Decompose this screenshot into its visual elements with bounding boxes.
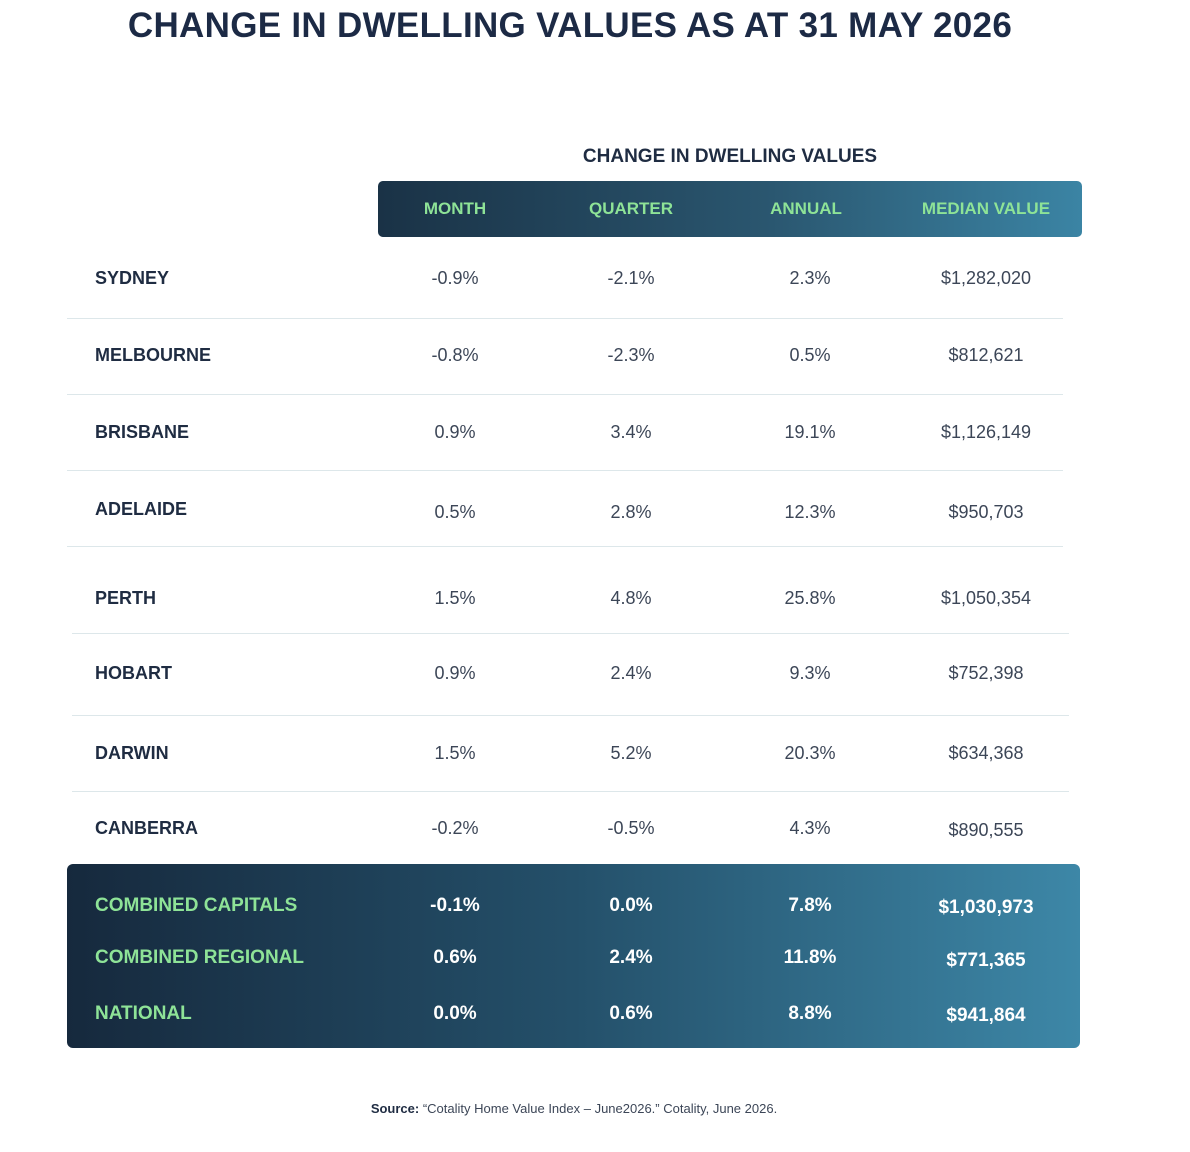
cell-annual: 9.3%	[789, 663, 831, 683]
cell-annual: 0.5%	[789, 345, 831, 365]
cell-annual: 12.3%	[784, 502, 836, 522]
summary-cell-median-value: $941,864	[946, 1005, 1026, 1026]
column-header-bar: MONTH QUARTER ANNUAL MEDIAN VALUE	[378, 181, 1082, 237]
source-note: Source: “Cotality Home Value Index – Jun…	[0, 1101, 1148, 1116]
page-title: CHANGE IN DWELLING VALUES AS AT 31 MAY 2…	[127, 6, 1013, 45]
row-label: CANBERRA	[95, 818, 198, 838]
summary-cell-median-value: $771,365	[946, 950, 1026, 971]
summary-cell-annual: 7.8%	[788, 895, 832, 916]
cell-month: 0.9%	[434, 663, 476, 683]
cell-quarter: -0.5%	[607, 818, 655, 838]
row-divider	[67, 470, 1063, 471]
summary-cell-month: 0.0%	[433, 1003, 477, 1024]
cell-annual: 19.1%	[784, 422, 836, 442]
cell-median-value: $890,555	[948, 820, 1024, 840]
cell-quarter: 2.4%	[610, 663, 652, 683]
cell-median-value: $1,050,354	[940, 588, 1032, 608]
row-divider	[72, 715, 1069, 716]
row-divider	[67, 546, 1063, 547]
cell-quarter: 5.2%	[610, 743, 652, 763]
row-label: BRISBANE	[95, 422, 190, 442]
summary-cell-month: 0.6%	[433, 947, 477, 968]
cell-quarter: 2.8%	[610, 502, 652, 522]
cell-quarter: -2.1%	[607, 268, 655, 288]
cell-month: 1.5%	[434, 743, 476, 763]
cell-annual: 25.8%	[784, 588, 836, 608]
cell-median-value: $634,368	[948, 743, 1024, 763]
cell-annual: 4.3%	[789, 818, 831, 838]
column-header-month: MONTH	[423, 199, 487, 218]
cell-month: 0.5%	[434, 502, 476, 522]
row-divider	[67, 318, 1063, 319]
summary-cell-annual: 11.8%	[783, 947, 837, 968]
summary-cell-month: -0.1%	[430, 895, 480, 916]
row-divider	[67, 394, 1063, 395]
summary-cell-quarter: 0.6%	[609, 1003, 653, 1024]
cell-quarter: 4.8%	[610, 588, 652, 608]
cell-quarter: 3.4%	[610, 422, 652, 442]
row-label: HOBART	[95, 663, 172, 683]
source-label: Source:	[370, 1101, 420, 1116]
column-header-quarter: QUARTER	[588, 199, 674, 218]
cell-quarter: -2.3%	[607, 345, 655, 365]
row-label: PERTH	[95, 588, 157, 608]
row-label: SYDNEY	[95, 268, 170, 288]
cell-median-value: $950,703	[948, 502, 1024, 522]
cell-annual: 2.3%	[789, 268, 831, 288]
summary-row-label: COMBINED REGIONAL	[95, 947, 304, 968]
cell-month: 1.5%	[434, 588, 476, 608]
cell-median-value: $1,126,149	[940, 422, 1032, 442]
row-label: DARWIN	[95, 743, 169, 763]
summary-row-label: COMBINED CAPITALS	[95, 895, 298, 916]
cell-median-value: $812,621	[948, 345, 1024, 365]
cell-month: -0.9%	[431, 268, 479, 288]
column-header-annual: ANNUAL	[770, 199, 842, 218]
group-header: CHANGE IN DWELLING VALUES	[582, 146, 878, 167]
row-divider	[72, 633, 1069, 634]
row-divider	[72, 791, 1069, 792]
cell-month: 0.9%	[434, 422, 476, 442]
summary-cell-quarter: 2.4%	[609, 947, 653, 968]
cell-annual: 20.3%	[784, 743, 836, 763]
summary-cell-annual: 8.8%	[788, 1003, 832, 1024]
summary-panel: COMBINED CAPITALS -0.1% 0.0% 7.8% $1,030…	[67, 864, 1080, 1048]
source-text: “Cotality Home Value Index – June2026.” …	[422, 1101, 778, 1116]
cell-month: -0.2%	[431, 818, 479, 838]
row-label: MELBOURNE	[95, 345, 211, 365]
row-label: ADELAIDE	[95, 499, 188, 519]
column-header-median-value: MEDIAN VALUE	[921, 199, 1051, 218]
cell-median-value: $1,282,020	[940, 268, 1032, 288]
cell-month: -0.8%	[431, 345, 479, 365]
summary-cell-median-value: $1,030,973	[938, 897, 1034, 918]
summary-cell-quarter: 0.0%	[609, 895, 653, 916]
cell-median-value: $752,398	[948, 663, 1024, 683]
summary-row-label: NATIONAL	[95, 1003, 192, 1024]
